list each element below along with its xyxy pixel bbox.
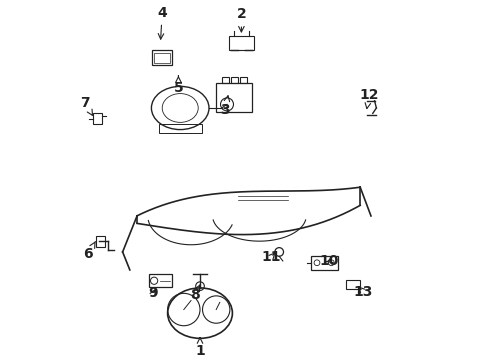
Bar xyxy=(96,236,105,247)
Text: 1: 1 xyxy=(195,338,205,358)
Text: 7: 7 xyxy=(80,96,93,116)
Text: 9: 9 xyxy=(148,286,158,300)
Bar xyxy=(152,50,172,65)
Text: 12: 12 xyxy=(360,89,379,109)
Bar xyxy=(229,36,254,50)
Bar xyxy=(221,77,229,83)
Bar xyxy=(240,77,247,83)
Text: 5: 5 xyxy=(173,76,183,95)
Text: 4: 4 xyxy=(157,6,167,39)
Bar xyxy=(346,280,360,289)
Bar xyxy=(311,256,338,270)
Text: 10: 10 xyxy=(320,254,339,268)
Text: 8: 8 xyxy=(190,285,199,302)
Text: 3: 3 xyxy=(220,96,230,117)
Bar xyxy=(93,113,102,124)
Bar xyxy=(159,124,202,133)
Text: 2: 2 xyxy=(237,8,246,32)
Text: 11: 11 xyxy=(261,250,281,264)
Text: 13: 13 xyxy=(353,284,373,298)
Bar xyxy=(216,83,252,112)
Bar xyxy=(231,77,238,83)
Text: 6: 6 xyxy=(84,242,96,261)
Bar xyxy=(154,53,170,63)
Bar xyxy=(149,274,172,287)
